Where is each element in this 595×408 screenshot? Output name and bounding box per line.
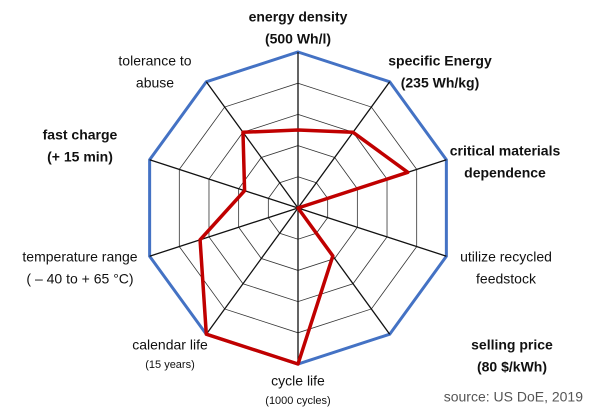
category-label: cycle life: [271, 373, 325, 389]
axis-spoke: [149, 159, 299, 209]
category-label: (1000 cycles): [265, 395, 330, 407]
category-label: feedstock: [476, 271, 537, 287]
category-label: ( – 40 to + 65 °C): [26, 271, 133, 287]
category-label: specific Energy: [388, 53, 492, 69]
category-label: calendar life: [132, 337, 208, 353]
category-label: dependence: [464, 165, 546, 181]
category-label: utilize recycled: [460, 249, 552, 265]
data-line: [198, 128, 410, 366]
source-note: source: US DoE, 2019: [444, 389, 584, 405]
axis-spoke: [297, 207, 447, 257]
category-label: energy density: [249, 9, 348, 25]
category-label: (500 Wh/l): [265, 31, 331, 47]
category-label: (15 years): [145, 359, 195, 371]
category-label: selling price: [471, 337, 553, 353]
category-label: (235 Wh/kg): [401, 75, 480, 91]
category-label: (80 $/kWh): [477, 359, 547, 375]
category-label: fast charge: [43, 127, 118, 143]
category-label: critical materials: [450, 143, 561, 159]
axis-spoke: [205, 81, 299, 209]
category-label: temperature range: [22, 249, 137, 265]
category-label: tolerance to: [118, 53, 191, 69]
category-label: abuse: [136, 75, 174, 91]
axis-spoke: [149, 207, 299, 257]
category-label: (+ 15 min): [47, 149, 113, 165]
axis-spoke: [297, 81, 391, 209]
axis-spoke: [205, 207, 299, 335]
